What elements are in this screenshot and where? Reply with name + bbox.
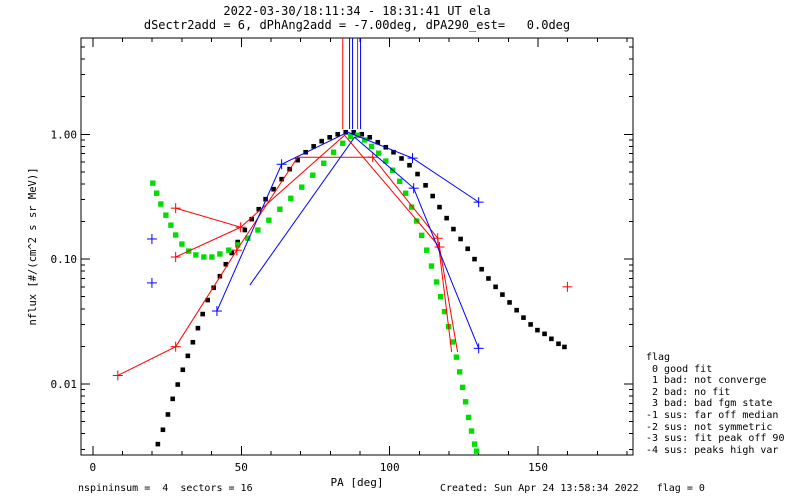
y-axis-tick-label: 0.10 [51,253,78,266]
y-axis-title: nflux [#/(cm^2 s sr MeV)] [27,167,39,325]
series-red-trace-3 [170,226,241,262]
legend-item-sus-not-symmetric: -2 sus: not symmetric [646,421,773,433]
spin-sector-info: nspininsum = 4 sectors = 16 [78,483,253,494]
series-red-trace-2 [170,134,459,353]
x-axis-tick-label: 150 [528,461,548,474]
x-axis-tick-label: 100 [380,461,400,474]
series-blue-trace-2 [249,136,484,354]
flag-legend-title: flag [646,352,671,363]
legend-item-bad-not-converge: 1 bad: not converge [646,375,767,387]
series-blue-trace-1 [211,131,484,317]
axes [80,37,634,456]
fit-peak-vertical-lines [342,38,362,130]
x-axis-tick-label: 50 [235,461,248,474]
legend-item-good-fit: 0 good fit [646,363,713,375]
y-axis-tick-label: 1.00 [51,128,78,141]
series-fit-green-squares [150,132,480,454]
x-axis-tick-label: 0 [90,461,97,474]
y-axis-tick-label: 0.01 [51,378,78,391]
legend-item-sus-fit-peak-off-90: -3 sus: fit peak off 90 [646,433,785,445]
created-timestamp: Created: Sun Apr 24 13:58:34 2022 flag =… [440,483,705,494]
legend-item-sus-peaks-high-var: -4 sus: peaks high var [646,444,779,456]
series-blue-outlier-pluses [146,233,157,288]
series-red-trace-1 [112,152,453,381]
plot-subtitle: dSectr2add = 6, dPhAng2add = -7.00deg, d… [143,18,571,32]
legend-item-bad-no-fit: 2 bad: no fit [646,386,731,398]
legend-item-sus-far-off-median: -1 sus: far off median [646,409,779,421]
plot-title: 2022-03-30/18:11:34 - 18:31:41 UT ela [223,4,491,18]
legend-item-bad-fgm-state: 3 bad: bad fgm state [646,398,773,410]
x-axis-title: PA [deg] [331,476,384,489]
flag-legend: flag 0 good fit 1 bad: not converge 2 ba… [646,352,784,456]
series-flux-black-squares [155,129,567,447]
series-red-outlier-plus [562,281,573,292]
axis-labels: 0 50 100 150 1.00 0.10 0.01 PA [deg] nflux [#/(c… [27,128,548,489]
